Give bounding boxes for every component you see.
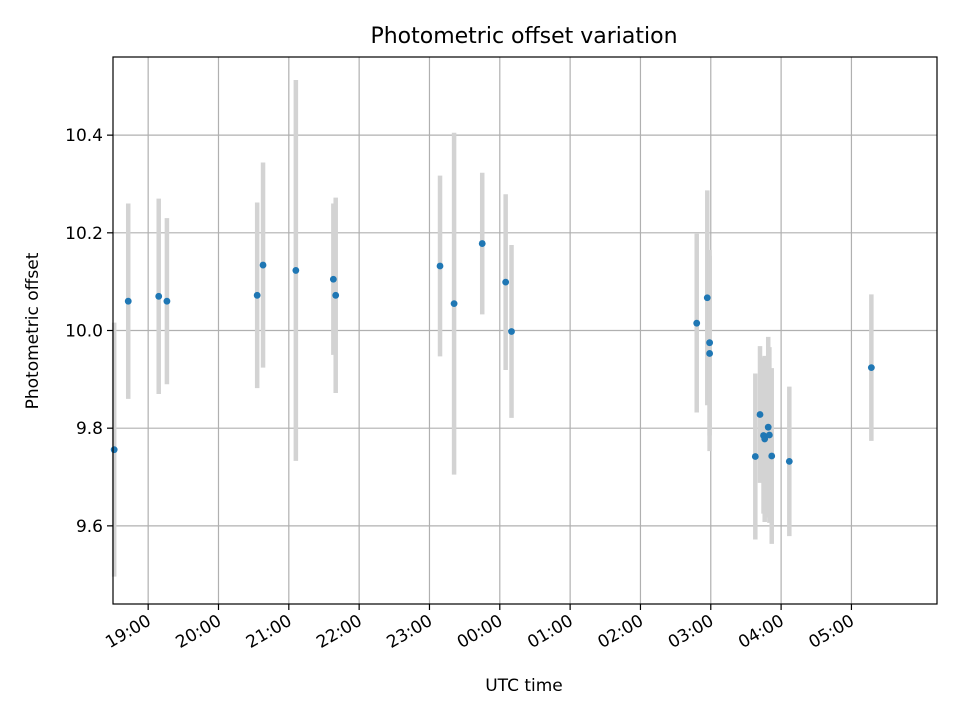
grid — [113, 57, 937, 604]
data-point — [329, 275, 337, 283]
data-point — [436, 262, 444, 270]
data-point — [756, 411, 764, 418]
data-point — [761, 435, 769, 443]
data-point — [450, 300, 458, 308]
data-point — [785, 457, 793, 465]
data-point — [124, 297, 132, 305]
data-point — [259, 261, 267, 269]
data-point — [155, 292, 163, 300]
y-tick-label: 10.4 — [65, 126, 103, 146]
chart-title: Photometric offset variation — [370, 24, 677, 49]
data-point — [764, 423, 772, 431]
data-points — [110, 240, 875, 465]
data-point — [253, 291, 261, 299]
data-point — [332, 291, 340, 299]
data-point — [703, 294, 711, 302]
data-point — [478, 240, 486, 247]
data-point — [693, 319, 701, 327]
data-point — [765, 431, 773, 439]
y-tick-label: 9.8 — [76, 419, 103, 439]
data-point — [867, 364, 875, 372]
data-point — [110, 446, 118, 454]
y-tick-label: 10.2 — [65, 224, 103, 244]
x-axis-label: UTC time — [485, 676, 563, 696]
y-axis-label: Photometric offset — [23, 252, 43, 409]
data-point — [706, 350, 714, 357]
data-point — [768, 452, 776, 460]
data-point — [502, 278, 510, 286]
y-tick-label: 9.6 — [76, 517, 103, 537]
y-axis-ticks: 9.6 9.8 10.0 10.2 10.4 — [65, 126, 113, 537]
data-point — [292, 267, 300, 274]
data-point — [508, 328, 515, 335]
data-point — [706, 339, 714, 347]
data-point — [163, 297, 171, 305]
data-point — [751, 453, 759, 460]
y-tick-label: 10.0 — [65, 322, 103, 342]
